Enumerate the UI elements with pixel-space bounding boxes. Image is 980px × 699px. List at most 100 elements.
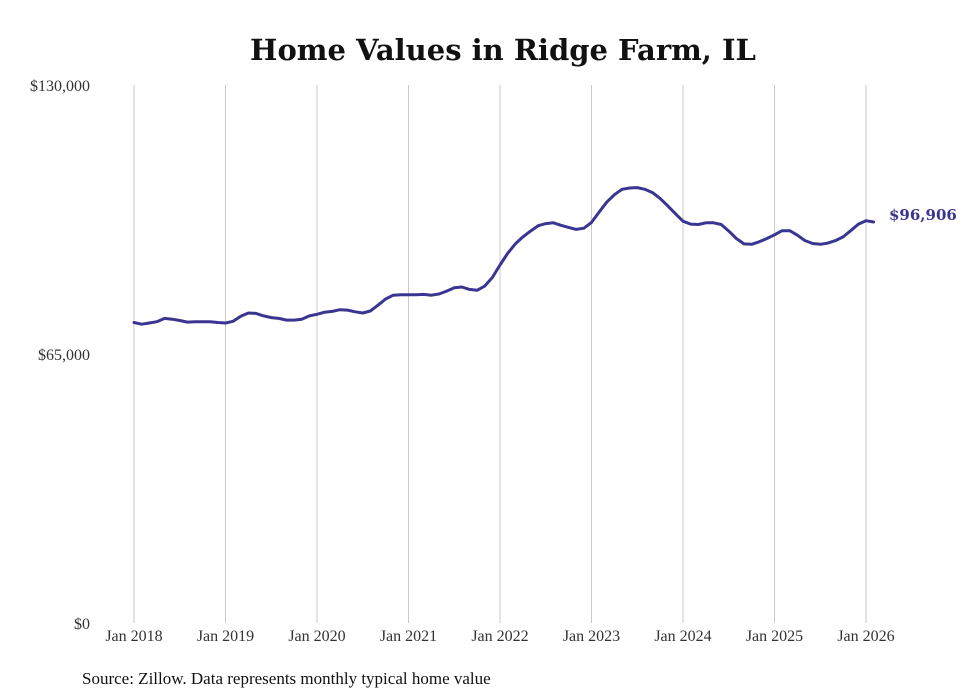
data-point bbox=[529, 229, 532, 233]
x-axis-tick-labels: Jan 2018 Jan 2019 Jan 2020 Jan 2021 Jan 2022… bbox=[105, 628, 894, 645]
data-point bbox=[567, 226, 570, 229]
data-point bbox=[331, 310, 334, 313]
data-point bbox=[323, 311, 326, 314]
data-point bbox=[453, 286, 456, 289]
data-point bbox=[361, 311, 364, 315]
data-point bbox=[636, 186, 639, 189]
data-point bbox=[658, 197, 662, 200]
data-point bbox=[620, 188, 624, 191]
x-tick-label-2: Jan 2020 bbox=[288, 628, 345, 645]
data-point bbox=[514, 242, 517, 246]
data-point bbox=[247, 311, 250, 315]
data-point bbox=[430, 294, 433, 297]
data-point bbox=[315, 313, 319, 316]
data-point bbox=[262, 314, 265, 318]
data-point bbox=[170, 318, 174, 321]
data-point bbox=[506, 252, 509, 255]
data-point bbox=[697, 223, 700, 226]
data-point bbox=[719, 223, 723, 226]
chart-title: Home Values in Ridge Farm, IL bbox=[250, 33, 756, 67]
data-point bbox=[666, 204, 669, 208]
data-point bbox=[765, 237, 769, 240]
end-value-label: $96,906 bbox=[889, 206, 957, 224]
data-point bbox=[727, 229, 730, 233]
data-point bbox=[681, 219, 685, 223]
y-axis-tick-labels: $0 $65,000 $130,000 bbox=[30, 78, 90, 633]
x-tick-label-8: Jan 2026 bbox=[837, 628, 894, 645]
series-layer bbox=[132, 186, 876, 326]
data-point bbox=[163, 317, 166, 320]
data-point bbox=[613, 193, 616, 196]
data-point bbox=[460, 285, 464, 289]
data-point bbox=[193, 320, 197, 323]
data-point bbox=[674, 212, 677, 215]
data-point bbox=[209, 320, 212, 323]
data-point bbox=[422, 293, 425, 296]
data-point bbox=[689, 222, 692, 226]
data-point bbox=[140, 323, 143, 326]
x-tick-label-1: Jan 2019 bbox=[197, 628, 254, 645]
x-tick-label-7: Jan 2025 bbox=[746, 628, 803, 645]
y-tick-label-1: $65,000 bbox=[38, 347, 90, 364]
data-point bbox=[491, 276, 494, 279]
source-note: Source: Zillow. Data represents monthly … bbox=[82, 669, 491, 688]
data-point bbox=[445, 289, 448, 293]
x-tick-label-5: Jan 2023 bbox=[563, 628, 620, 645]
data-point bbox=[834, 239, 837, 242]
data-point bbox=[399, 293, 403, 297]
x-tick-label-3: Jan 2021 bbox=[380, 628, 437, 645]
data-point bbox=[758, 240, 761, 244]
data-point bbox=[712, 221, 715, 225]
data-point bbox=[643, 188, 647, 191]
data-point bbox=[864, 219, 868, 222]
data-point bbox=[819, 243, 822, 246]
data-point bbox=[857, 222, 860, 226]
data-point bbox=[475, 289, 479, 292]
data-point bbox=[788, 229, 791, 232]
data-point bbox=[575, 228, 578, 231]
data-point bbox=[605, 200, 608, 204]
data-point bbox=[582, 226, 586, 230]
data-point bbox=[239, 315, 242, 318]
data-point bbox=[704, 221, 708, 225]
data-point bbox=[308, 314, 311, 318]
data-point bbox=[742, 242, 746, 246]
series-points-0 bbox=[132, 186, 875, 326]
data-point bbox=[178, 319, 181, 322]
data-point bbox=[300, 318, 303, 321]
data-point bbox=[353, 310, 357, 313]
data-point bbox=[811, 242, 814, 245]
data-point bbox=[590, 221, 593, 224]
data-point bbox=[338, 308, 342, 311]
data-point bbox=[559, 224, 563, 227]
data-point bbox=[277, 317, 281, 320]
data-point bbox=[285, 318, 288, 322]
data-point bbox=[369, 309, 372, 313]
vertical-gridlines bbox=[133, 85, 867, 623]
data-point bbox=[536, 224, 540, 227]
data-point bbox=[597, 210, 601, 214]
data-point bbox=[826, 241, 830, 245]
data-point bbox=[628, 186, 631, 190]
data-point bbox=[521, 235, 525, 239]
data-point bbox=[780, 229, 784, 232]
data-point bbox=[849, 229, 852, 232]
x-tick-label-4: Jan 2022 bbox=[471, 628, 528, 645]
data-point bbox=[392, 294, 395, 297]
data-point bbox=[414, 293, 418, 297]
data-point bbox=[201, 320, 204, 323]
data-point bbox=[498, 263, 502, 267]
series-line-0 bbox=[132, 186, 876, 326]
x-tick-label-6: Jan 2024 bbox=[654, 628, 711, 645]
data-point bbox=[186, 320, 189, 324]
data-point bbox=[437, 292, 441, 296]
data-point bbox=[750, 243, 753, 246]
y-tick-label-0: $0 bbox=[74, 616, 90, 633]
data-point bbox=[552, 221, 555, 225]
data-point bbox=[803, 239, 807, 242]
data-point bbox=[231, 320, 235, 323]
data-point bbox=[148, 321, 151, 325]
data-point bbox=[773, 233, 776, 237]
data-point bbox=[155, 320, 159, 323]
